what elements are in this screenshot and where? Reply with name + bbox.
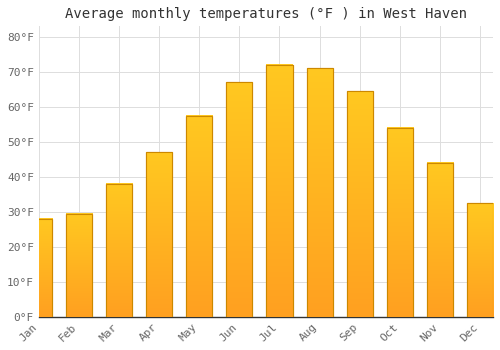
Bar xyxy=(26,219,52,317)
Bar xyxy=(26,219,52,317)
Bar xyxy=(226,82,252,317)
Bar xyxy=(266,65,292,317)
Bar xyxy=(106,184,132,317)
Bar xyxy=(226,82,252,317)
Bar xyxy=(186,116,212,317)
Bar xyxy=(146,152,172,317)
Bar xyxy=(106,184,132,317)
Bar xyxy=(266,65,292,317)
Bar xyxy=(427,163,453,317)
Bar xyxy=(427,163,453,317)
Bar xyxy=(387,128,413,317)
Title: Average monthly temperatures (°F ) in West Haven: Average monthly temperatures (°F ) in We… xyxy=(65,7,467,21)
Bar xyxy=(467,203,493,317)
Bar xyxy=(387,128,413,317)
Bar xyxy=(346,91,372,317)
Bar xyxy=(146,152,172,317)
Bar xyxy=(66,214,92,317)
Bar xyxy=(346,91,372,317)
Bar xyxy=(186,116,212,317)
Bar xyxy=(66,214,92,317)
Bar xyxy=(306,68,332,317)
Bar xyxy=(306,68,332,317)
Bar xyxy=(467,203,493,317)
